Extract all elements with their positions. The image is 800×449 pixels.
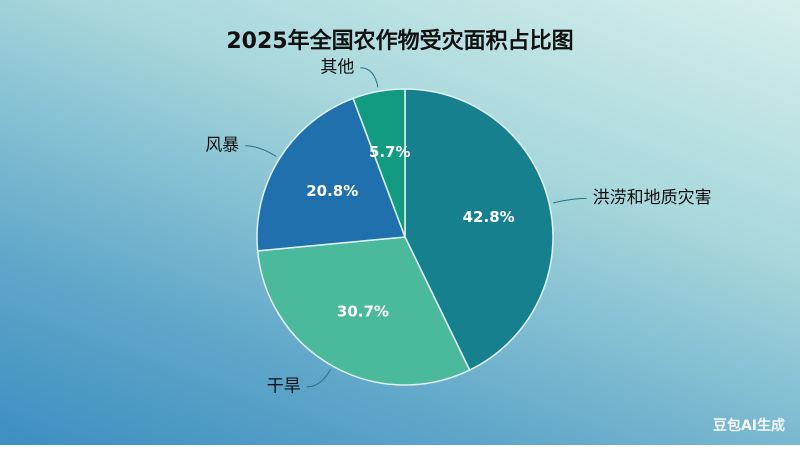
- watermark: 豆包AI生成: [713, 417, 785, 434]
- value-label: 42.8%: [463, 208, 515, 226]
- value-label: 5.7%: [369, 143, 411, 161]
- pie-slice: [404, 88, 554, 372]
- category-label: 干旱: [267, 376, 301, 396]
- category-label: 洪涝和地质灾害: [593, 188, 712, 208]
- leader-line: [306, 369, 331, 388]
- value-label: 30.7%: [337, 302, 389, 320]
- pie-slice: [256, 236, 471, 386]
- chart-title: 2025年全国农作物受灾面积占比图: [226, 28, 573, 54]
- value-label: 20.8%: [306, 182, 358, 200]
- category-label: 其他: [320, 57, 354, 77]
- category-label: 风暴: [205, 135, 239, 155]
- leader-line: [553, 197, 587, 204]
- pie-slice: [256, 97, 407, 252]
- leader-line: [245, 145, 277, 157]
- pie-slice: [352, 88, 406, 238]
- leader-line: [360, 67, 379, 88]
